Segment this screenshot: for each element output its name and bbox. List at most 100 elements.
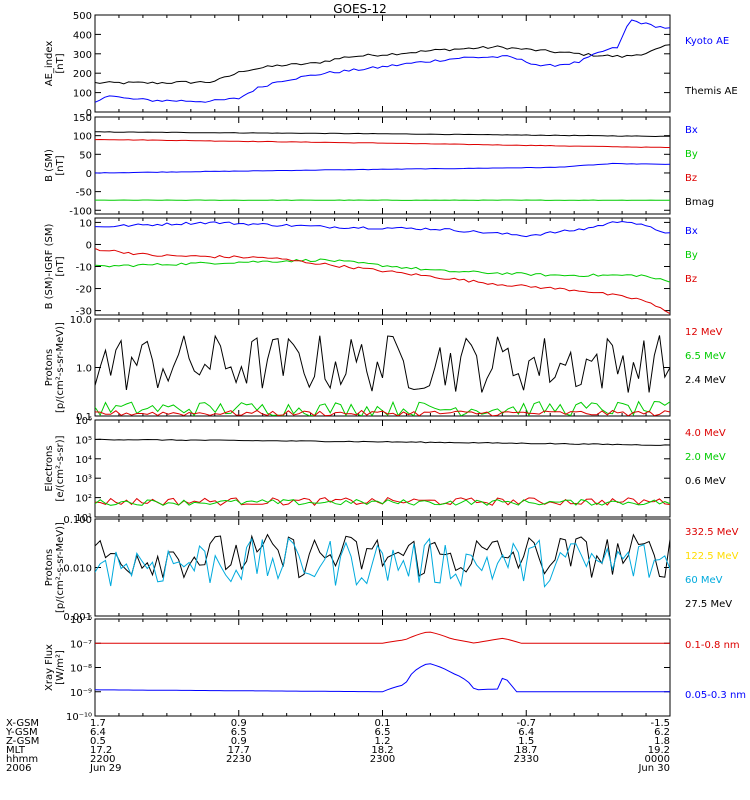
y-tick-label: 10⁴ xyxy=(75,455,92,466)
y-axis-label: AE_index xyxy=(44,41,55,87)
panel-frame xyxy=(94,318,671,417)
legend-entry: 60 MeV xyxy=(685,575,723,586)
legend-entry: By xyxy=(685,149,698,160)
series-line xyxy=(95,334,670,393)
series-line xyxy=(95,258,670,283)
y-tick-label: 300 xyxy=(73,50,92,61)
series-line xyxy=(95,409,670,416)
footer-value: 1.5 xyxy=(518,736,534,747)
legend-entry: Bz xyxy=(685,173,697,184)
footer-value: 17.2 xyxy=(90,745,112,756)
footer-value: Jun 30 xyxy=(637,763,670,774)
footer-value: -1.5 xyxy=(650,718,670,729)
series-line xyxy=(95,247,670,315)
y-tick-label: 100 xyxy=(73,89,92,100)
footer-value: 1.2 xyxy=(375,736,391,747)
legend-entry: Bmag xyxy=(685,197,714,208)
y-tick-label: 200 xyxy=(73,69,92,80)
y-tick-label: -20 xyxy=(76,285,92,296)
footer-value: 2330 xyxy=(514,754,539,765)
y-tick-label: 100 xyxy=(73,132,92,143)
legend-entry: 0.6 MeV xyxy=(685,476,726,487)
y-tick-label: 1.0 xyxy=(76,364,92,375)
y-axis-label: [nT] xyxy=(55,256,66,276)
footer-row-label: Z-GSM xyxy=(6,736,39,747)
footer-value: 2200 xyxy=(90,754,115,765)
footer-value: 2230 xyxy=(226,754,251,765)
footer-value: 0.9 xyxy=(231,718,247,729)
footer-value: 1.7 xyxy=(90,718,106,729)
y-axis-label: Xray Flux xyxy=(44,644,55,691)
legend-entry: 12 MeV xyxy=(685,327,723,338)
legend-entry: 2.4 MeV xyxy=(685,375,726,386)
y-tick-label: 10.0 xyxy=(70,315,92,326)
footer-row-label: MLT xyxy=(6,745,26,756)
series-group xyxy=(95,19,670,103)
legend-entry: Bz xyxy=(685,274,697,285)
series-group xyxy=(95,533,670,588)
y-axis-label: [nT] xyxy=(55,155,66,175)
legend-entry: Bx xyxy=(685,125,698,136)
footer-value: 6.2 xyxy=(654,727,670,738)
series-line xyxy=(95,19,670,103)
y-axis-label: Electrons xyxy=(44,445,55,491)
footer-value: 18.2 xyxy=(371,745,393,756)
series-group xyxy=(95,220,670,315)
footer-value: 19.2 xyxy=(648,745,670,756)
y-tick-label: -50 xyxy=(76,188,92,199)
y-tick-label: 10⁻⁹ xyxy=(70,688,92,699)
series-line xyxy=(95,663,670,693)
legend-entry: 0.1-0.8 nm xyxy=(685,640,740,651)
panel-protons1: 0.1 1.0 10.0 Protons [p/(cm²-s-sr-MeV)] 12 Me… xyxy=(44,315,726,423)
footer-value: 6.5 xyxy=(231,727,247,738)
series-line xyxy=(95,220,670,238)
y-axis-label: [e/(cm²-s-sr)] xyxy=(55,435,66,501)
series-line xyxy=(95,499,670,506)
footer-value: 6.4 xyxy=(90,727,106,738)
panel-protons2: 0.001 0.010 0.100 Protons [p/(cm²-s-sr-MeV)]… xyxy=(44,515,739,623)
y-axis-label: Protons xyxy=(44,549,55,586)
y-tick-label: 10⁶ xyxy=(75,416,92,427)
series-group xyxy=(95,631,670,693)
legend-entry: 332.5 MeV xyxy=(685,527,739,538)
y-tick-label: 0.001 xyxy=(63,612,92,623)
y-tick-label: -30 xyxy=(76,307,92,318)
footer-value: 0.5 xyxy=(90,736,106,747)
footer-value: -0.7 xyxy=(516,718,536,729)
series-line xyxy=(95,131,670,138)
series-group xyxy=(95,334,670,416)
y-axis-label: B (SM)-IGRF (SM) xyxy=(44,224,55,310)
footer-row-label: Y-GSM xyxy=(5,727,38,738)
footer-value: 0000 xyxy=(645,754,670,765)
y-tick-label: 50 xyxy=(79,150,92,161)
y-tick-label: 0 xyxy=(86,240,92,251)
series-line xyxy=(95,162,670,174)
series-line xyxy=(95,44,670,85)
panel-ae: 0 100 200 300 400 500 AE_index [nT] Kyoto AE Them… xyxy=(44,11,738,119)
y-tick-label: 10 xyxy=(79,218,92,229)
footer-value: 18.7 xyxy=(515,745,537,756)
ephemeris-footer: X-GSMY-GSMZ-GSMMLThhmm20061.76.40.517.22… xyxy=(5,718,670,774)
y-tick-label: 0 xyxy=(86,108,92,119)
y-axis-label: B (SM) xyxy=(44,149,55,182)
panel-bsm: -100 -50 0 50 100 150 B (SM) [nT] Bx By Bz Bmag xyxy=(44,113,714,217)
y-axis-label: [W/m²] xyxy=(55,650,66,685)
y-tick-label: 10⁵ xyxy=(75,435,92,446)
y-tick-label: 10² xyxy=(75,494,92,505)
series-group xyxy=(95,131,670,201)
footer-value: 17.7 xyxy=(228,745,250,756)
legend-entry: 122.5 MeV xyxy=(685,551,739,562)
y-tick-label: 10¹ xyxy=(75,513,92,524)
series-line xyxy=(95,438,670,446)
footer-value: 0.9 xyxy=(231,736,247,747)
footer-value: 0.1 xyxy=(375,718,391,729)
legend-entry: Kyoto AE xyxy=(685,36,729,47)
series-line xyxy=(95,537,670,588)
y-tick-label: 0 xyxy=(86,169,92,180)
panel-xray: 10⁻¹⁰ 10⁻⁹ 10⁻⁸ 10⁻⁷ 10⁻⁶ Xray Flux [W/m²] 0.1-… xyxy=(44,615,746,723)
series-line xyxy=(95,138,670,148)
footer-value: 2300 xyxy=(370,754,395,765)
y-tick-label: -10 xyxy=(76,263,92,274)
y-tick-label: 0.100 xyxy=(63,515,92,526)
